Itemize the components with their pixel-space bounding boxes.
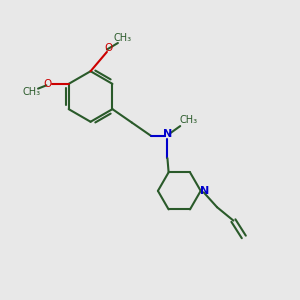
Text: CH₃: CH₃ <box>113 33 131 43</box>
Text: CH₃: CH₃ <box>22 87 40 97</box>
Text: O: O <box>44 79 52 89</box>
Text: N: N <box>163 129 172 140</box>
Text: O: O <box>104 44 112 53</box>
Text: N: N <box>200 186 209 196</box>
Text: CH₃: CH₃ <box>179 116 197 125</box>
